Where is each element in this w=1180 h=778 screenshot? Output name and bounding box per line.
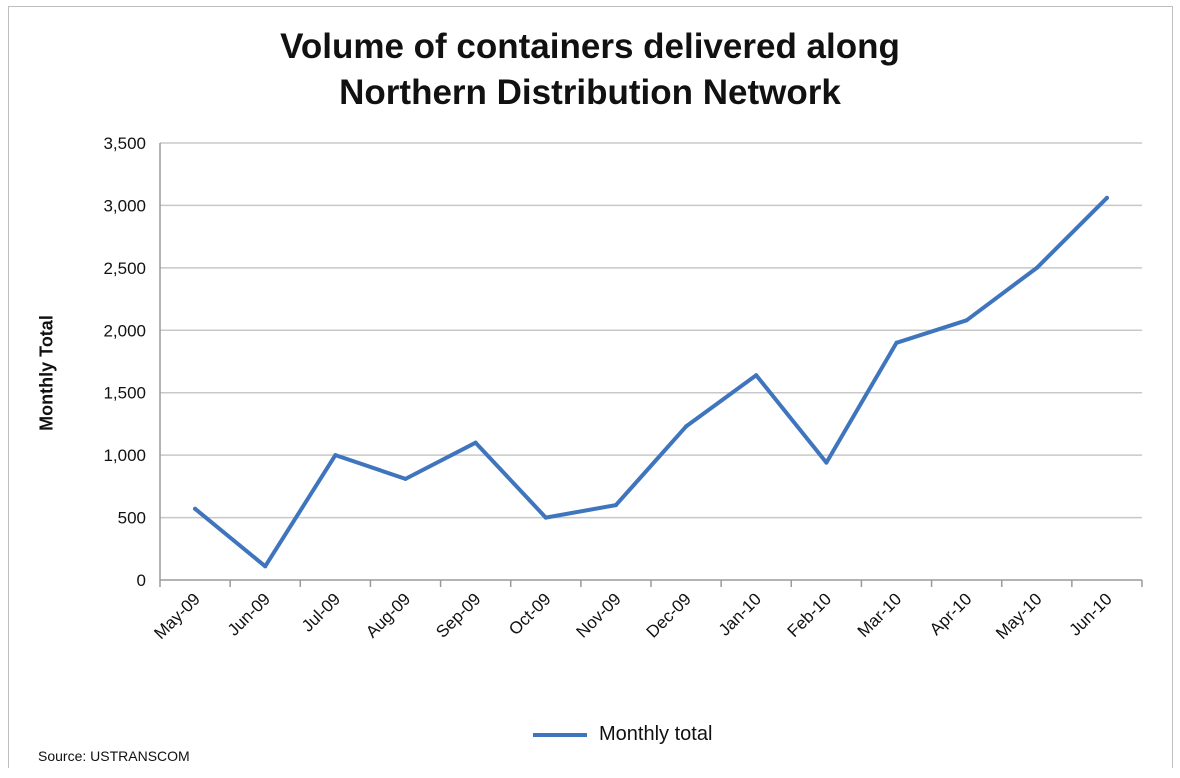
data-point — [684, 424, 689, 429]
chart-frame — [8, 6, 1173, 768]
data-point — [193, 506, 198, 511]
x-tick-label: Mar-10 — [854, 589, 906, 641]
x-tick-label: Jun-10 — [1066, 589, 1116, 639]
data-point — [543, 515, 548, 520]
data-point — [1034, 265, 1039, 270]
data-point — [613, 503, 618, 508]
x-tick-label: Jan-10 — [715, 589, 765, 639]
x-tick-label: Nov-09 — [573, 589, 625, 641]
y-tick-label: 1,000 — [103, 446, 146, 465]
chart-title-line-1: Volume of containers delivered along — [280, 27, 900, 66]
data-point — [263, 564, 268, 569]
x-tick-label: Apr-10 — [926, 589, 976, 639]
y-tick-label: 1,500 — [103, 384, 146, 403]
y-tick-label: 2,500 — [103, 259, 146, 278]
y-tick-label: 500 — [118, 509, 146, 528]
y-tick-label: 0 — [137, 571, 146, 590]
data-point — [894, 340, 899, 345]
x-tick-label: Jul-09 — [298, 589, 344, 635]
y-tick-label: 3,500 — [103, 134, 146, 153]
x-tick-label: May-10 — [992, 589, 1046, 643]
x-tick-label: Oct-09 — [505, 589, 555, 639]
x-tick-label: Jun-09 — [224, 589, 274, 639]
source-note: Source: USTRANSCOM — [38, 748, 190, 764]
series-line — [193, 195, 1109, 569]
chart-title-line-2: Northern Distribution Network — [339, 73, 841, 112]
data-point — [403, 476, 408, 481]
data-point — [964, 318, 969, 323]
x-tick-label: Feb-10 — [784, 589, 836, 641]
data-point — [1104, 195, 1109, 200]
x-tick-label: Aug-09 — [362, 589, 414, 641]
data-point — [754, 373, 759, 378]
x-tick-label: Dec-09 — [643, 589, 695, 641]
legend: Monthly total — [533, 723, 712, 746]
data-point — [473, 440, 478, 445]
y-tick-label: 3,000 — [103, 196, 146, 215]
y-tick-label: 2,000 — [103, 321, 146, 340]
legend-swatch — [533, 732, 587, 737]
x-tick-label: Sep-09 — [432, 589, 484, 641]
data-point — [824, 460, 829, 465]
legend-label: Monthly total — [599, 723, 713, 745]
data-point — [333, 453, 338, 458]
x-tick-label: May-09 — [150, 589, 204, 643]
chart-title: Volume of containers delivered along Nor… — [0, 24, 1180, 116]
